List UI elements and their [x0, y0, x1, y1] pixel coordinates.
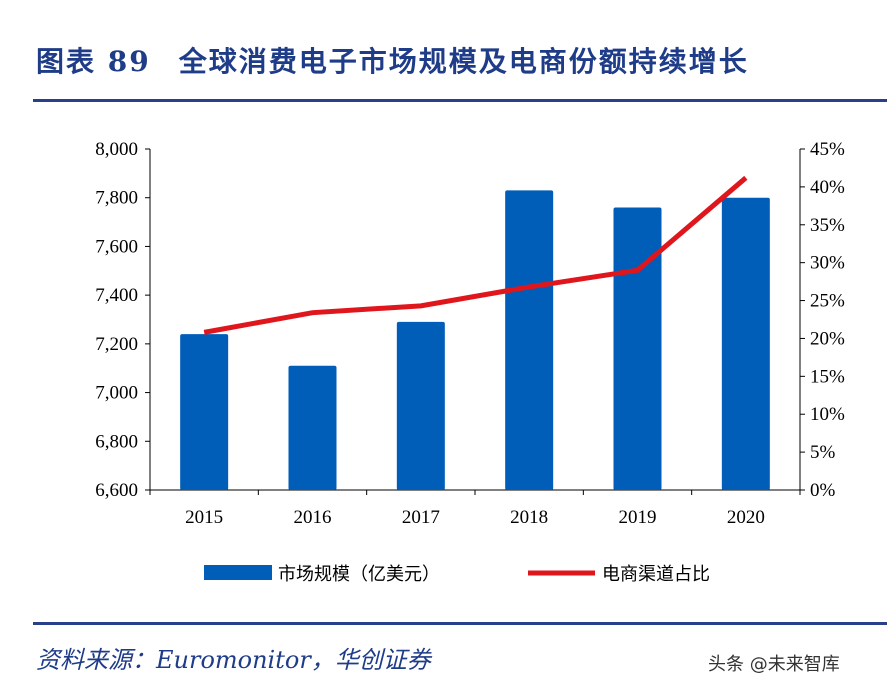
figure-number: 89 [107, 45, 151, 78]
legend-label-line: 电商渠道占比 [602, 564, 710, 585]
right-tick-label: 10% [810, 404, 845, 425]
right-tick-label: 15% [810, 366, 845, 387]
x-tick-label: 2019 [619, 507, 657, 528]
right-tick-label: 40% [810, 177, 845, 198]
right-tick-label: 35% [810, 215, 845, 236]
bar-2017 [396, 321, 445, 490]
right-tick-label: 25% [810, 291, 845, 312]
bar-2015 [180, 334, 229, 490]
top-rule [33, 99, 887, 102]
bar-2016 [288, 365, 337, 490]
bar-2019 [613, 207, 662, 490]
left-tick-label: 7,000 [95, 383, 138, 404]
left-tick-label: 7,800 [95, 188, 138, 209]
x-tick-label: 2020 [727, 507, 765, 528]
bottom-rule [33, 622, 887, 625]
left-tick-label: 7,600 [95, 236, 138, 257]
left-tick-label: 7,200 [95, 334, 138, 355]
legend-swatch-bar [204, 565, 272, 580]
x-tick-label: 2017 [402, 507, 440, 528]
left-tick-label: 6,600 [95, 480, 138, 501]
chart-title: 图表 89 全球消费电子市场规模及电商份额持续增长 [36, 40, 749, 80]
legend-label-bar: 市场规模（亿美元） [278, 564, 440, 585]
watermark: 头条 @未来智库 [708, 654, 840, 675]
source-note: 资料来源：Euromonitor，华创证券 [36, 646, 431, 674]
right-tick-label: 45% [810, 139, 845, 160]
left-tick-label: 7,400 [95, 285, 138, 306]
right-tick-label: 5% [810, 442, 836, 463]
x-tick-label: 2015 [185, 507, 223, 528]
figure-title: 全球消费电子市场规模及电商份额持续增长 [178, 45, 749, 78]
right-tick-label: 20% [810, 328, 845, 349]
right-tick-label: 0% [810, 480, 836, 501]
line-series [203, 175, 748, 335]
x-tick-label: 2016 [294, 507, 332, 528]
bar-2020 [721, 197, 770, 490]
figure-label: 图表 [36, 45, 97, 78]
x-tick-label: 2018 [510, 507, 548, 528]
right-tick-label: 30% [810, 253, 845, 274]
left-tick-label: 8,000 [95, 139, 138, 160]
bar-2018 [505, 190, 554, 490]
left-tick-label: 6,800 [95, 431, 138, 452]
